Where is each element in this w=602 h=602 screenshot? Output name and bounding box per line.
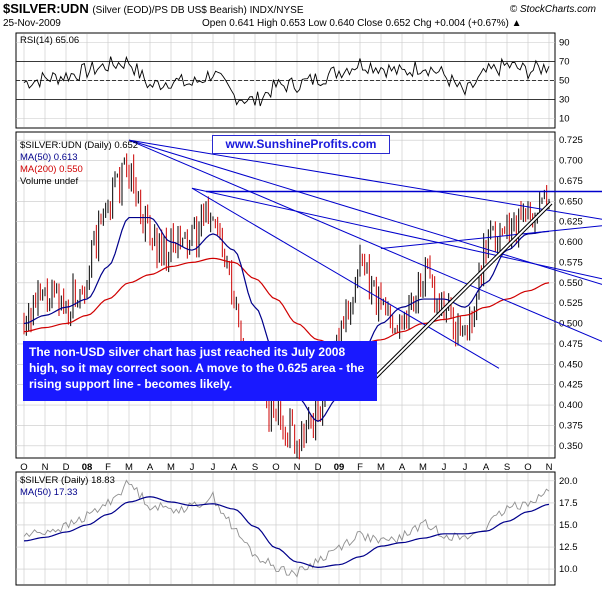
silver-tick-label: 17.5 <box>559 498 578 509</box>
price-tick-label: 0.425 <box>559 380 583 391</box>
silver-legend: $SILVER (Daily) 18.83 <box>20 475 115 486</box>
x-tick-label: D <box>63 462 70 473</box>
x-tick-label: M <box>167 462 175 473</box>
x-tick-label: 08 <box>82 462 93 473</box>
silver-ma50-line <box>23 496 550 568</box>
price-tick-label: 0.600 <box>559 237 583 248</box>
price-tick-label: 0.400 <box>559 400 583 411</box>
x-tick-label: F <box>357 462 363 473</box>
silver-ma50-legend: MA(50) 17.33 <box>20 487 78 498</box>
support-line <box>367 202 552 386</box>
x-tick-label: J <box>211 462 216 473</box>
silver-tick-label: 12.5 <box>559 542 578 553</box>
ohlc-label: Open 0.641 High 0.653 Low 0.640 Close 0.… <box>202 18 522 29</box>
chart-subtitle: (Silver (EOD)/PS DB US$ Bearish) INDX/NY… <box>92 5 304 16</box>
price-tick-label: 0.550 <box>559 278 583 289</box>
ma200-line <box>23 257 550 349</box>
price-tick-label: 0.625 <box>559 217 583 228</box>
price-tick-label: 0.650 <box>559 196 583 207</box>
rsi-tick-label: 50 <box>559 76 570 87</box>
price-tick-label: 0.525 <box>559 298 583 309</box>
rsi-legend: RSI(14) 65.06 <box>20 35 80 46</box>
x-tick-label: N <box>546 462 553 473</box>
price-tick-label: 0.475 <box>559 339 583 350</box>
x-tick-label: J <box>442 462 447 473</box>
date-label: 25-Nov-2009 <box>3 18 61 29</box>
silver-price-line <box>23 479 550 578</box>
x-tick-label: A <box>147 462 154 473</box>
x-tick-label: M <box>377 462 385 473</box>
trend-line <box>191 187 500 369</box>
x-tick-label: M <box>419 462 427 473</box>
silver-tick-label: 10.0 <box>559 564 578 575</box>
x-tick-label: O <box>272 462 279 473</box>
rsi-tick-label: 30 <box>559 95 570 106</box>
trend-line <box>191 187 602 280</box>
silver-tick-label: 20.0 <box>559 476 578 487</box>
x-tick-label: A <box>483 462 490 473</box>
ma200-legend: MA(200) 0.550 <box>20 164 83 175</box>
rsi-tick-label: 70 <box>559 57 570 68</box>
x-tick-label: A <box>231 462 238 473</box>
x-tick-label: A <box>399 462 406 473</box>
brand-label: © StockCharts.com <box>509 4 596 15</box>
trend-line <box>128 139 602 285</box>
annotation-box: The non-USD silver chart has just reache… <box>23 341 377 401</box>
x-tick-label: D <box>315 462 322 473</box>
price-tick-label: 0.500 <box>559 319 583 330</box>
x-tick-label: O <box>20 462 27 473</box>
x-tick-label: S <box>504 462 510 473</box>
x-tick-label: M <box>125 462 133 473</box>
trend-line <box>128 139 602 342</box>
price-tick-label: 0.675 <box>559 176 583 187</box>
rsi-line <box>23 55 550 107</box>
x-tick-label: S <box>252 462 258 473</box>
trend-line <box>128 139 602 220</box>
rsi-tick-label: 10 <box>559 114 570 125</box>
x-tick-label: F <box>105 462 111 473</box>
x-tick-label: O <box>524 462 531 473</box>
silver-tick-label: 15.0 <box>559 520 578 531</box>
price-legend: $SILVER:UDN (Daily) 0.652 <box>20 140 139 151</box>
x-tick-label: J <box>463 462 468 473</box>
x-tick-label: N <box>294 462 301 473</box>
website-banner: www.SunshineProfits.com <box>212 135 390 154</box>
x-tick-label: J <box>190 462 195 473</box>
silver-panel-frame <box>15 471 556 586</box>
chart-title: $SILVER:UDN (Silver (EOD)/PS DB US$ Bear… <box>3 1 304 16</box>
price-tick-label: 0.700 <box>559 156 583 167</box>
x-tick-label: N <box>42 462 49 473</box>
volume-legend: Volume undef <box>20 176 79 187</box>
price-tick-label: 0.725 <box>559 135 583 146</box>
rsi-tick-label: 90 <box>559 38 570 49</box>
ma50-legend: MA(50) 0.613 <box>20 152 78 163</box>
price-tick-label: 0.575 <box>559 257 583 268</box>
price-tick-label: 0.350 <box>559 441 583 452</box>
price-tick-label: 0.450 <box>559 359 583 370</box>
price-tick-label: 0.375 <box>559 420 583 431</box>
trend-line <box>380 225 602 250</box>
x-tick-label: 09 <box>334 462 345 473</box>
